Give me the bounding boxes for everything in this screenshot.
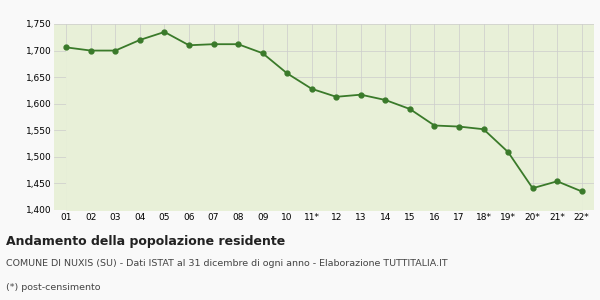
Text: Andamento della popolazione residente: Andamento della popolazione residente (6, 236, 285, 248)
Text: (*) post-censimento: (*) post-censimento (6, 284, 101, 292)
Text: COMUNE DI NUXIS (SU) - Dati ISTAT al 31 dicembre di ogni anno - Elaborazione TUT: COMUNE DI NUXIS (SU) - Dati ISTAT al 31 … (6, 260, 448, 268)
